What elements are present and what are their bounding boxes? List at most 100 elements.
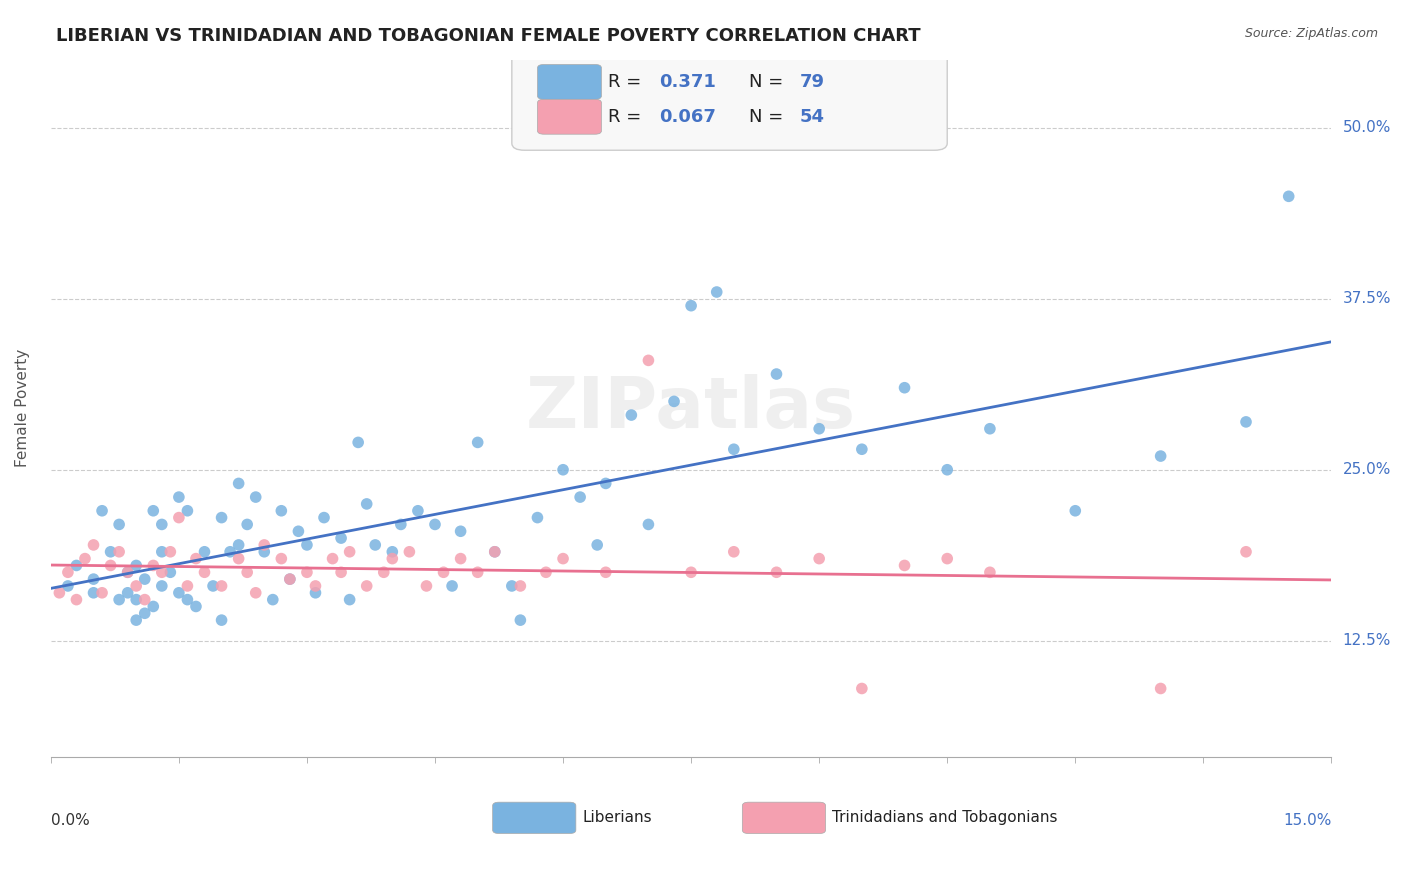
Point <box>117 566 139 580</box>
Point <box>117 586 139 600</box>
Point <box>509 579 531 593</box>
Point <box>723 545 745 559</box>
Point <box>142 504 165 518</box>
Point <box>339 545 361 559</box>
Point <box>117 566 139 580</box>
Point <box>134 592 156 607</box>
Point <box>211 613 233 627</box>
Text: R =: R = <box>607 108 647 126</box>
Point <box>125 613 148 627</box>
Point <box>150 517 173 532</box>
Point <box>65 558 87 573</box>
Point <box>423 517 446 532</box>
Point <box>150 545 173 559</box>
Point <box>65 592 87 607</box>
Text: Source: ZipAtlas.com: Source: ZipAtlas.com <box>1244 27 1378 40</box>
Text: N =: N = <box>749 108 789 126</box>
Point <box>484 545 506 559</box>
Point <box>364 538 387 552</box>
Point <box>373 566 395 580</box>
FancyBboxPatch shape <box>537 64 602 99</box>
Point <box>228 538 250 552</box>
Point <box>450 524 472 539</box>
Point <box>330 566 353 580</box>
Point <box>134 607 156 621</box>
Point <box>381 545 404 559</box>
Point <box>108 517 131 532</box>
Point <box>415 579 437 593</box>
Point <box>534 566 557 580</box>
Point <box>83 538 105 552</box>
Point <box>304 586 326 600</box>
Point <box>211 579 233 593</box>
Point <box>150 579 173 593</box>
Point <box>569 490 592 504</box>
Point <box>936 463 959 477</box>
Point <box>287 524 309 539</box>
Point <box>219 545 242 559</box>
Point <box>245 586 267 600</box>
Point <box>330 531 353 545</box>
Text: 54: 54 <box>800 108 825 126</box>
Point <box>381 551 404 566</box>
Point <box>595 476 617 491</box>
Text: R =: R = <box>607 73 647 91</box>
Point <box>551 551 574 566</box>
Point <box>551 463 574 477</box>
Point <box>312 510 335 524</box>
Point <box>706 285 728 299</box>
Point <box>228 476 250 491</box>
Point <box>56 566 79 580</box>
Point <box>228 551 250 566</box>
Text: N =: N = <box>749 73 789 91</box>
Point <box>159 545 181 559</box>
Point <box>398 545 420 559</box>
Point <box>73 551 96 566</box>
Point <box>91 504 114 518</box>
Text: 79: 79 <box>800 73 825 91</box>
Point <box>979 422 1001 436</box>
Point <box>484 545 506 559</box>
Point <box>253 545 276 559</box>
Text: 0.067: 0.067 <box>659 108 716 126</box>
Point <box>936 551 959 566</box>
Point <box>1149 449 1171 463</box>
Point <box>1234 545 1257 559</box>
FancyBboxPatch shape <box>537 99 602 134</box>
Point <box>1064 504 1087 518</box>
Point <box>681 566 703 580</box>
Point <box>295 538 318 552</box>
Point <box>637 353 659 368</box>
Point <box>1234 415 1257 429</box>
Point <box>270 504 292 518</box>
Point <box>48 586 70 600</box>
Point <box>723 442 745 457</box>
Text: 50.0%: 50.0% <box>1343 120 1391 136</box>
Point <box>193 545 215 559</box>
Point <box>851 681 873 696</box>
Text: 0.371: 0.371 <box>659 73 716 91</box>
Point <box>176 579 198 593</box>
Point <box>356 497 378 511</box>
Point <box>167 586 190 600</box>
Point <box>509 613 531 627</box>
Point <box>184 599 207 614</box>
Point <box>765 566 787 580</box>
Point <box>236 566 259 580</box>
Point <box>347 435 370 450</box>
Point <box>56 579 79 593</box>
Point <box>681 299 703 313</box>
Point <box>467 566 489 580</box>
Point <box>662 394 685 409</box>
Point <box>125 579 148 593</box>
Point <box>142 599 165 614</box>
Point <box>295 566 318 580</box>
Point <box>620 408 643 422</box>
Point <box>501 579 523 593</box>
Point <box>270 551 292 566</box>
Point <box>167 490 190 504</box>
Point <box>134 572 156 586</box>
Point <box>202 579 225 593</box>
Point <box>253 538 276 552</box>
Text: Liberians: Liberians <box>582 810 652 825</box>
